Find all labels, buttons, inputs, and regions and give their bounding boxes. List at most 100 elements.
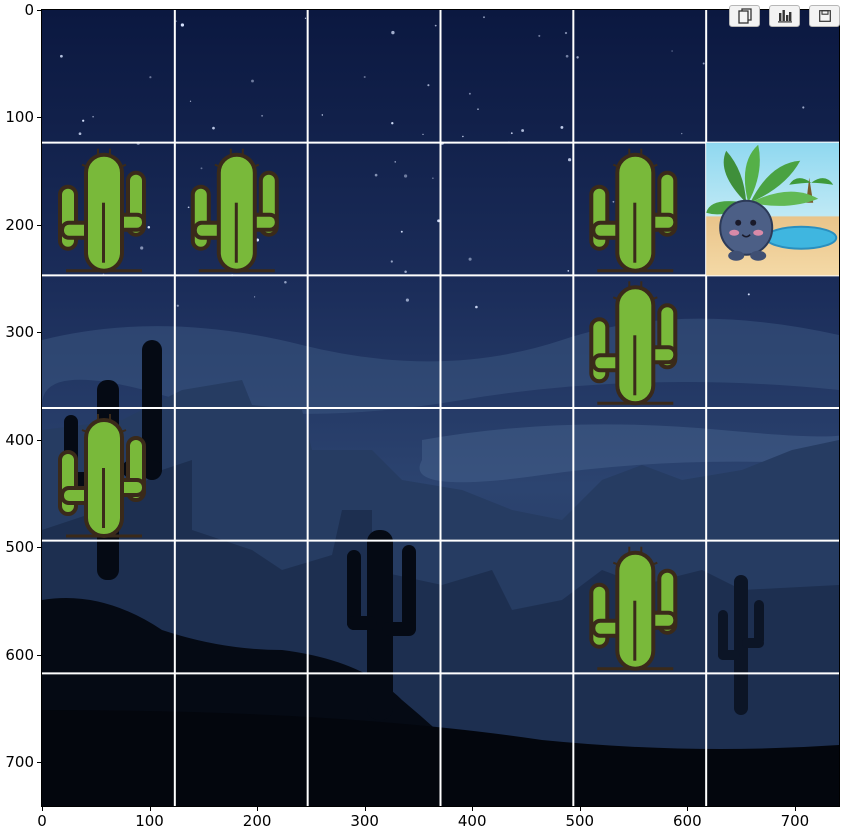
cactus-obstacle — [589, 546, 678, 671]
x-tick-mark — [257, 807, 259, 811]
y-tick-label: 200 — [5, 215, 34, 234]
x-tick-label: 300 — [350, 812, 379, 830]
star — [564, 31, 568, 35]
star — [391, 122, 394, 125]
figure-toolbar — [729, 5, 840, 27]
star — [78, 132, 82, 136]
star — [284, 281, 287, 284]
y-tick-mark — [37, 439, 41, 441]
star — [802, 106, 805, 109]
x-tick-mark — [687, 807, 689, 811]
star — [176, 304, 179, 307]
x-tick-label: 500 — [565, 812, 595, 830]
star — [82, 119, 85, 122]
star — [390, 260, 393, 263]
star — [147, 225, 151, 229]
y-tick-mark — [37, 547, 41, 549]
star — [374, 173, 378, 177]
y-tick-mark — [37, 224, 41, 226]
y-tick-label: 300 — [5, 323, 34, 342]
x-tick-label: 200 — [242, 812, 272, 830]
star — [538, 34, 541, 37]
star — [477, 108, 479, 110]
y-tick-label: 500 — [5, 538, 34, 557]
star — [404, 270, 407, 273]
star — [140, 246, 144, 250]
x-tick-label: 100 — [135, 812, 164, 830]
star — [576, 56, 579, 59]
y-tick-label: 600 — [5, 645, 34, 664]
star — [437, 219, 441, 223]
x-tick-mark — [579, 807, 581, 811]
star — [321, 114, 323, 116]
star — [189, 100, 192, 102]
star — [475, 305, 478, 309]
y-tick-label: 700 — [5, 752, 34, 771]
cactus-obstacle — [190, 148, 279, 273]
star — [261, 114, 264, 117]
y-tick-label: 100 — [5, 108, 34, 127]
star — [175, 20, 178, 22]
star — [427, 84, 430, 87]
star — [251, 79, 254, 83]
y-tick-mark — [37, 654, 41, 656]
star — [510, 132, 513, 135]
y-tick-mark — [37, 332, 41, 334]
copy-button[interactable] — [729, 5, 760, 27]
star — [681, 132, 683, 135]
copy-icon — [737, 8, 752, 24]
star — [363, 75, 366, 79]
y-tick-mark — [37, 761, 41, 763]
star — [180, 23, 185, 27]
star — [521, 129, 525, 132]
star — [434, 24, 437, 27]
silhouette-cactus — [718, 575, 764, 715]
star — [468, 257, 472, 261]
save-icon — [818, 10, 831, 22]
star — [565, 54, 569, 58]
star — [483, 16, 485, 19]
game-board — [41, 9, 840, 807]
bar-chart-button[interactable] — [769, 5, 800, 27]
cactus-obstacle — [58, 414, 146, 538]
x-tick-label: 700 — [780, 812, 810, 830]
x-tick-mark — [42, 807, 43, 811]
star — [462, 135, 464, 138]
star — [567, 270, 570, 272]
cactus-obstacle — [589, 281, 678, 406]
x-tick-mark — [364, 807, 366, 811]
star — [671, 50, 673, 52]
star — [391, 30, 395, 35]
star — [702, 62, 705, 65]
y-tick-label: 400 — [5, 430, 34, 449]
star — [92, 115, 94, 118]
star — [568, 158, 572, 162]
star — [612, 200, 615, 203]
cactus-obstacle — [58, 148, 146, 273]
save-button[interactable] — [809, 5, 840, 27]
grid-lines — [42, 10, 839, 806]
star — [149, 76, 152, 79]
x-tick-label: 0 — [37, 812, 47, 830]
star — [432, 177, 434, 179]
cloud-band — [419, 424, 839, 483]
star — [187, 206, 190, 209]
star — [253, 296, 256, 298]
y-tick-mark — [37, 117, 41, 119]
player-oddish — [706, 142, 839, 276]
star — [468, 92, 471, 95]
star — [405, 298, 409, 302]
star — [422, 133, 424, 136]
star — [60, 54, 63, 58]
x-tick-label: 600 — [673, 812, 702, 830]
star — [560, 125, 564, 129]
x-tick-mark — [472, 807, 474, 811]
star — [304, 17, 307, 19]
bar-chart-icon — [777, 10, 792, 23]
board-canvas — [42, 10, 839, 806]
y-tick-mark — [37, 10, 41, 11]
star — [212, 126, 215, 130]
star — [747, 293, 750, 296]
x-tick-label: 400 — [457, 812, 487, 830]
x-tick-mark — [149, 807, 151, 811]
